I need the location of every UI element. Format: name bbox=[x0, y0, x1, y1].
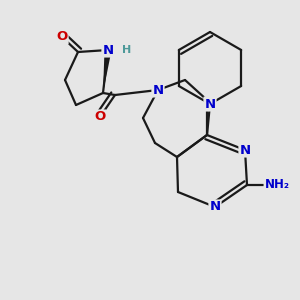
Text: N: N bbox=[152, 83, 164, 97]
Polygon shape bbox=[103, 50, 112, 93]
Text: O: O bbox=[56, 31, 68, 44]
Text: O: O bbox=[94, 110, 106, 124]
Text: N: N bbox=[209, 200, 220, 214]
Text: N: N bbox=[102, 44, 114, 56]
Text: N: N bbox=[239, 143, 250, 157]
Text: H: H bbox=[122, 45, 131, 55]
Text: NH₂: NH₂ bbox=[265, 178, 290, 191]
Text: N: N bbox=[204, 98, 216, 110]
